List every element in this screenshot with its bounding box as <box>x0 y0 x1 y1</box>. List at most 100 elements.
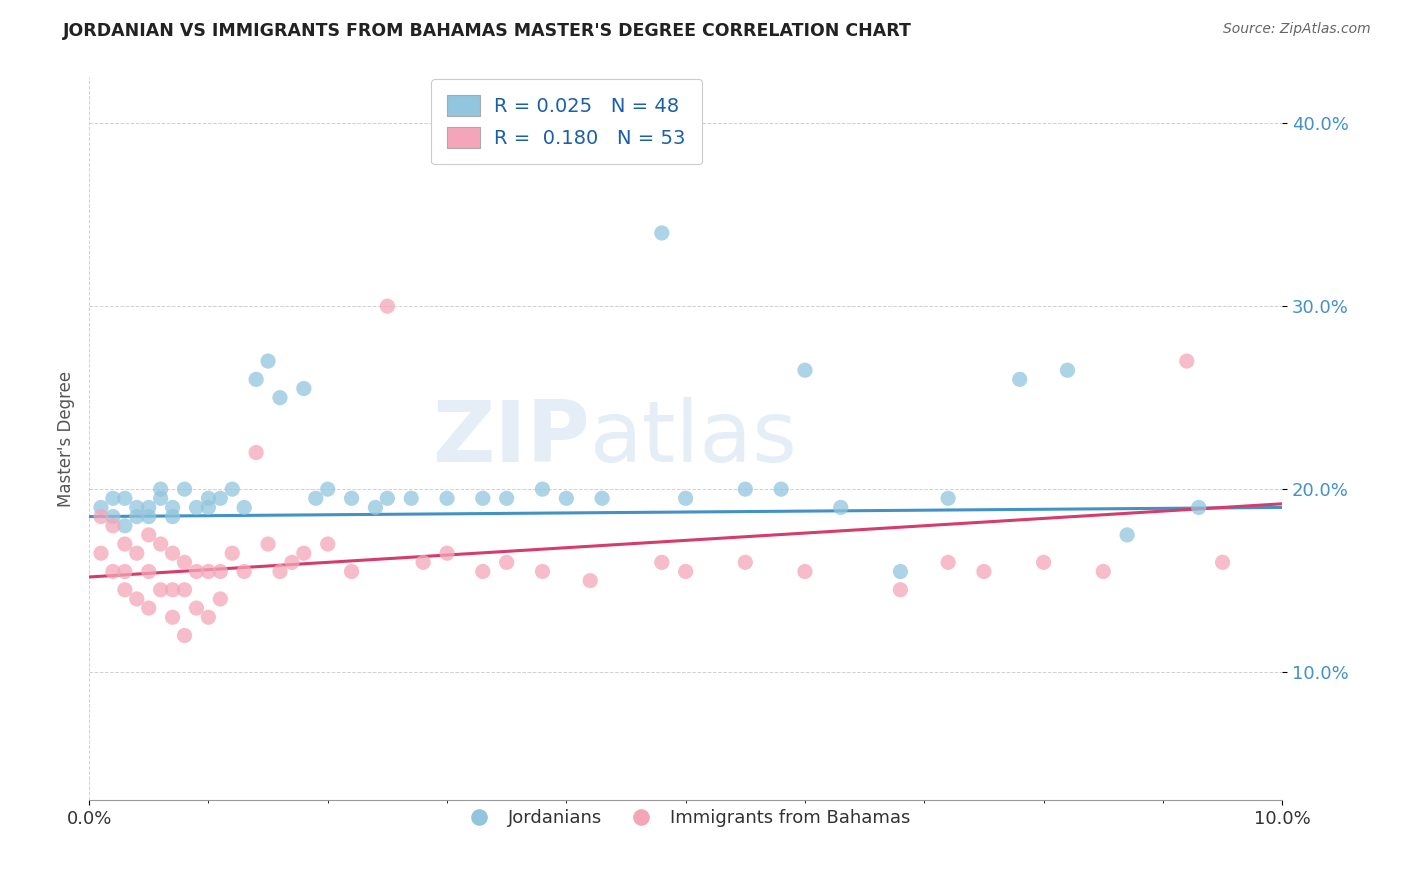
Point <box>162 500 184 515</box>
Point <box>90 546 112 560</box>
Point <box>233 565 256 579</box>
Point <box>316 537 339 551</box>
Point <box>436 491 458 506</box>
Point <box>221 482 243 496</box>
Point <box>125 546 148 560</box>
Point <box>889 565 911 579</box>
Point <box>675 491 697 506</box>
Point <box>1032 555 1054 569</box>
Point <box>245 372 267 386</box>
Point <box>316 482 339 496</box>
Point <box>364 500 387 515</box>
Point <box>173 582 195 597</box>
Point <box>495 555 517 569</box>
Point <box>471 565 494 579</box>
Point <box>173 482 195 496</box>
Point <box>794 363 817 377</box>
Text: Source: ZipAtlas.com: Source: ZipAtlas.com <box>1223 22 1371 37</box>
Point <box>186 565 208 579</box>
Point <box>114 518 136 533</box>
Point <box>495 491 517 506</box>
Point <box>651 555 673 569</box>
Point <box>340 491 363 506</box>
Point <box>436 546 458 560</box>
Point <box>377 491 399 506</box>
Point <box>973 565 995 579</box>
Point <box>531 482 554 496</box>
Point <box>138 500 160 515</box>
Point <box>675 565 697 579</box>
Point <box>233 500 256 515</box>
Point <box>209 591 232 606</box>
Point <box>1116 528 1139 542</box>
Point <box>125 591 148 606</box>
Point <box>114 582 136 597</box>
Point <box>531 565 554 579</box>
Point <box>1175 354 1198 368</box>
Point <box>114 565 136 579</box>
Point <box>149 537 172 551</box>
Point <box>292 382 315 396</box>
Point <box>591 491 613 506</box>
Point <box>471 491 494 506</box>
Point <box>114 491 136 506</box>
Point <box>412 555 434 569</box>
Point <box>101 491 124 506</box>
Point <box>340 565 363 579</box>
Point <box>162 509 184 524</box>
Point <box>138 528 160 542</box>
Point <box>90 509 112 524</box>
Point <box>186 500 208 515</box>
Point <box>257 354 280 368</box>
Point <box>830 500 852 515</box>
Point <box>149 582 172 597</box>
Point <box>162 546 184 560</box>
Point <box>794 565 817 579</box>
Point <box>936 555 959 569</box>
Point <box>292 546 315 560</box>
Point <box>209 491 232 506</box>
Point <box>579 574 602 588</box>
Point <box>197 565 219 579</box>
Point <box>149 482 172 496</box>
Point <box>245 445 267 459</box>
Point <box>162 582 184 597</box>
Text: atlas: atlas <box>591 397 799 480</box>
Point <box>138 601 160 615</box>
Point <box>305 491 328 506</box>
Point <box>173 628 195 642</box>
Point <box>269 391 291 405</box>
Point <box>186 601 208 615</box>
Point <box>101 509 124 524</box>
Point <box>114 537 136 551</box>
Point <box>101 565 124 579</box>
Text: JORDANIAN VS IMMIGRANTS FROM BAHAMAS MASTER'S DEGREE CORRELATION CHART: JORDANIAN VS IMMIGRANTS FROM BAHAMAS MAS… <box>63 22 912 40</box>
Point <box>1188 500 1211 515</box>
Point <box>377 299 399 313</box>
Point <box>138 565 160 579</box>
Point <box>149 491 172 506</box>
Point <box>173 555 195 569</box>
Point <box>1008 372 1031 386</box>
Point <box>889 582 911 597</box>
Point <box>197 610 219 624</box>
Point <box>1056 363 1078 377</box>
Point <box>269 565 291 579</box>
Point <box>138 509 160 524</box>
Point <box>734 482 756 496</box>
Point <box>162 610 184 624</box>
Point <box>936 491 959 506</box>
Point <box>281 555 304 569</box>
Point <box>734 555 756 569</box>
Text: ZIP: ZIP <box>433 397 591 480</box>
Point <box>197 491 219 506</box>
Point <box>101 518 124 533</box>
Legend: Jordanians, Immigrants from Bahamas: Jordanians, Immigrants from Bahamas <box>453 802 918 835</box>
Point <box>125 509 148 524</box>
Point <box>90 500 112 515</box>
Point <box>221 546 243 560</box>
Point <box>770 482 793 496</box>
Point <box>257 537 280 551</box>
Point <box>399 491 422 506</box>
Point <box>555 491 578 506</box>
